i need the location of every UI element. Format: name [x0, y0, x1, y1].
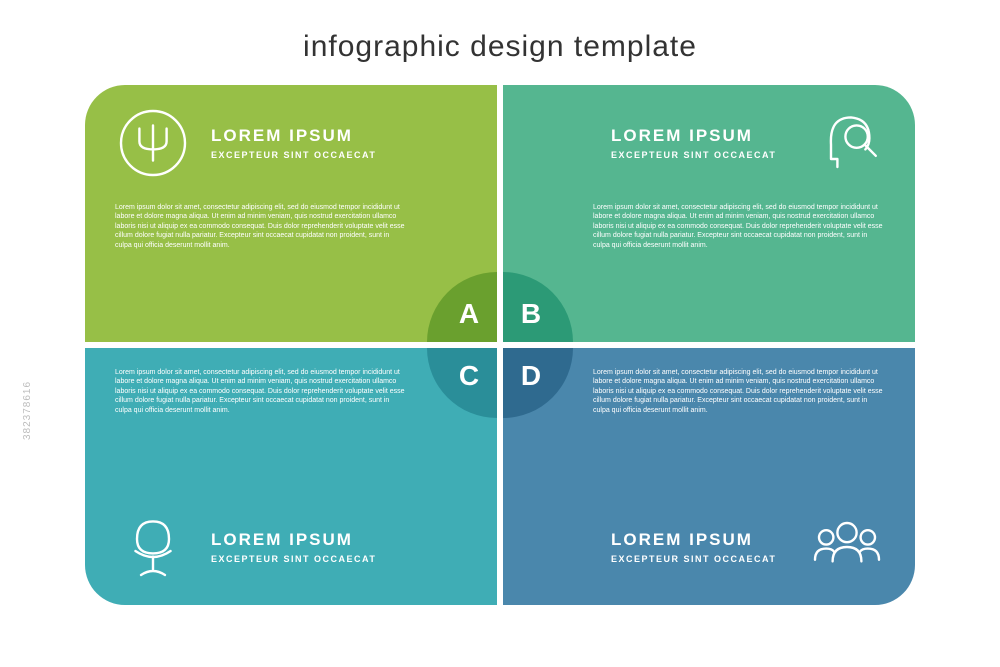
badge-a: A [427, 272, 497, 342]
badge-c: C [427, 348, 497, 418]
head-search-icon [807, 103, 887, 183]
panel-a: LOREM IPSUM EXCEPTEUR SINT OCCAECAT Lore… [85, 85, 497, 342]
panel-c-header: LOREM IPSUM EXCEPTEUR SINT OCCAECAT [113, 507, 376, 587]
panel-d: Lorem ipsum dolor sit amet, consectetur … [503, 348, 915, 605]
chair-icon [113, 507, 193, 587]
panel-a-header: LOREM IPSUM EXCEPTEUR SINT OCCAECAT [113, 103, 376, 183]
panel-b-heading: LOREM IPSUM [611, 126, 776, 146]
panel-d-heading: LOREM IPSUM [611, 530, 776, 550]
psi-circle-icon [113, 103, 193, 183]
panel-c-body: Lorem ipsum dolor sit amet, consectetur … [115, 368, 407, 487]
panel-a-body: Lorem ipsum dolor sit amet, consectetur … [115, 203, 407, 322]
panel-d-sub: EXCEPTEUR SINT OCCAECAT [611, 554, 776, 564]
page-title: infographic design template [0, 30, 1000, 64]
panel-a-heading: LOREM IPSUM [211, 126, 376, 146]
panel-c-heading: LOREM IPSUM [211, 530, 376, 550]
panel-b-sub: EXCEPTEUR SINT OCCAECAT [611, 150, 776, 160]
panel-b: LOREM IPSUM EXCEPTEUR SINT OCCAECAT Lore… [503, 85, 915, 342]
badge-d: D [503, 348, 573, 418]
panel-d-body: Lorem ipsum dolor sit amet, consectetur … [593, 368, 885, 487]
badge-b: B [503, 272, 573, 342]
panels-grid: LOREM IPSUM EXCEPTEUR SINT OCCAECAT Lore… [85, 85, 915, 605]
panel-c-sub: EXCEPTEUR SINT OCCAECAT [211, 554, 376, 564]
infographic-container: infographic design template 382378616 LO… [0, 0, 1000, 667]
panel-d-header: LOREM IPSUM EXCEPTEUR SINT OCCAECAT [593, 507, 887, 587]
panel-a-head-text: LOREM IPSUM EXCEPTEUR SINT OCCAECAT [211, 126, 376, 160]
panel-b-head-text: LOREM IPSUM EXCEPTEUR SINT OCCAECAT [611, 126, 776, 160]
panel-d-head-text: LOREM IPSUM EXCEPTEUR SINT OCCAECAT [611, 530, 776, 564]
panel-c-head-text: LOREM IPSUM EXCEPTEUR SINT OCCAECAT [211, 530, 376, 564]
panel-c: Lorem ipsum dolor sit amet, consectetur … [85, 348, 497, 605]
watermark: 382378616 [22, 381, 33, 440]
panel-b-body: Lorem ipsum dolor sit amet, consectetur … [593, 203, 885, 322]
group-icon [807, 507, 887, 587]
panel-b-header: LOREM IPSUM EXCEPTEUR SINT OCCAECAT [593, 103, 887, 183]
panel-a-sub: EXCEPTEUR SINT OCCAECAT [211, 150, 376, 160]
